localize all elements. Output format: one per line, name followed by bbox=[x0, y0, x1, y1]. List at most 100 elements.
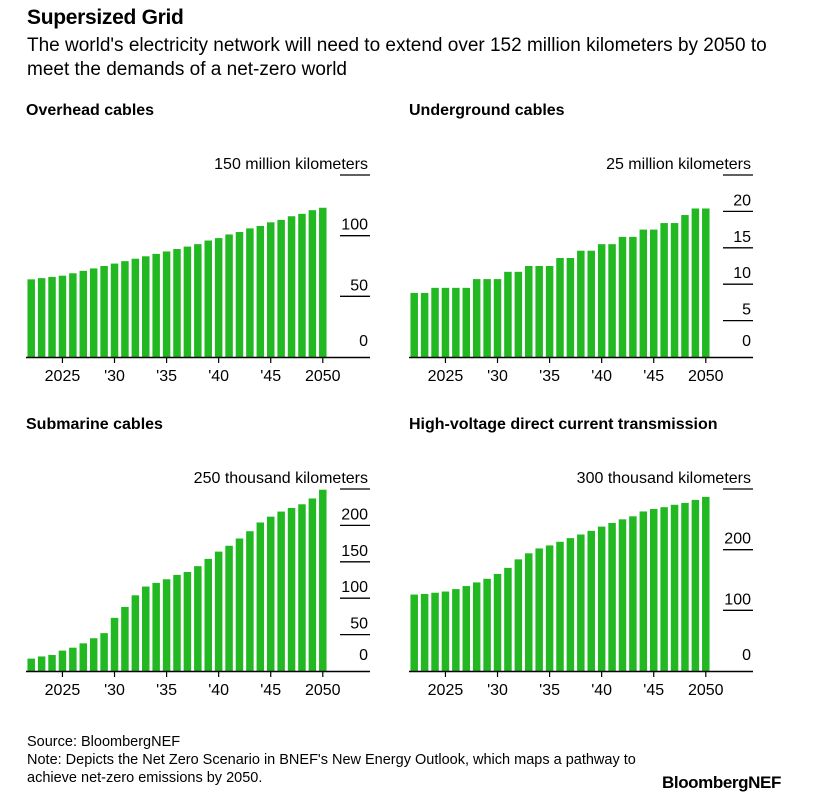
y-tick-label: 150 bbox=[341, 543, 368, 560]
bar bbox=[462, 586, 471, 671]
x-tick-label: '30 bbox=[104, 368, 125, 385]
panel-title: Underground cables bbox=[409, 102, 565, 119]
panel-title: Submarine cables bbox=[26, 416, 163, 433]
y-tick-label: 100 bbox=[341, 217, 368, 234]
bar bbox=[319, 489, 327, 671]
bar bbox=[649, 509, 658, 671]
bar bbox=[256, 522, 265, 671]
methodology-note: Note: Depicts the Net Zero Scenario in B… bbox=[27, 752, 636, 786]
x-tick-label: 2025 bbox=[428, 368, 464, 385]
bar bbox=[235, 232, 244, 357]
panel-hvdc-transmission: High-voltage direct current transmission… bbox=[409, 414, 769, 714]
y-tick-label: 200 bbox=[724, 531, 751, 548]
x-tick-label: 2050 bbox=[688, 682, 724, 699]
y-tick-label: 100 bbox=[341, 579, 368, 596]
bar bbox=[545, 266, 554, 357]
bar bbox=[649, 229, 658, 357]
bar bbox=[452, 287, 460, 357]
bar bbox=[204, 558, 212, 671]
y-tick-label: 0 bbox=[359, 333, 368, 350]
bar bbox=[256, 225, 265, 357]
bar bbox=[660, 507, 668, 671]
bar bbox=[235, 538, 244, 671]
bar bbox=[246, 228, 254, 357]
bar bbox=[287, 507, 296, 671]
x-tick-label: '45 bbox=[260, 682, 281, 699]
unit-label: 150 million kilometers bbox=[214, 156, 368, 173]
panel-submarine-cables: Submarine cables 0 50 100 150 200 250 thousand… bbox=[26, 414, 386, 714]
bar bbox=[152, 253, 160, 357]
bar bbox=[639, 511, 648, 671]
bar bbox=[89, 268, 98, 357]
bar bbox=[173, 574, 181, 671]
bar bbox=[100, 633, 108, 671]
bar bbox=[472, 279, 481, 357]
y-tick-label: 5 bbox=[742, 302, 751, 319]
bar bbox=[287, 216, 296, 357]
bar bbox=[702, 208, 710, 357]
x-tick-label: '40 bbox=[208, 682, 229, 699]
bar bbox=[214, 551, 223, 671]
overhead-cables-chart: Overhead cables 0 50 100 150 million kilomet… bbox=[26, 102, 370, 385]
bar bbox=[37, 278, 46, 357]
bar bbox=[204, 240, 212, 357]
bar bbox=[183, 246, 192, 357]
bar bbox=[308, 498, 317, 671]
y-tick-label: 20 bbox=[733, 192, 751, 209]
bar bbox=[597, 244, 606, 357]
bar bbox=[462, 287, 471, 357]
bar bbox=[597, 526, 606, 671]
bar bbox=[225, 545, 233, 671]
bar bbox=[266, 516, 275, 671]
bar bbox=[670, 504, 679, 671]
bar bbox=[183, 571, 192, 671]
x-tick-label: 2025 bbox=[45, 368, 81, 385]
x-tick-label: 2025 bbox=[45, 682, 81, 699]
bar bbox=[618, 236, 627, 357]
bar bbox=[535, 548, 543, 671]
bar bbox=[452, 589, 460, 671]
bar bbox=[173, 249, 181, 357]
bar bbox=[131, 595, 140, 671]
bar bbox=[472, 582, 481, 671]
bar bbox=[629, 236, 637, 357]
bar bbox=[514, 559, 523, 671]
bar bbox=[410, 292, 418, 357]
bar bbox=[121, 261, 129, 357]
x-tick-label: 2050 bbox=[305, 682, 341, 699]
bar bbox=[142, 586, 150, 671]
bar bbox=[493, 279, 502, 357]
bar bbox=[152, 582, 160, 671]
bar bbox=[420, 292, 429, 357]
bar bbox=[618, 519, 627, 671]
bar bbox=[587, 530, 595, 671]
bar bbox=[556, 541, 564, 671]
bar bbox=[225, 234, 233, 357]
hvdc-transmission-chart: High-voltage direct current transmission… bbox=[409, 416, 753, 699]
bar bbox=[89, 638, 98, 671]
bar bbox=[431, 287, 439, 357]
bar bbox=[110, 617, 119, 671]
unit-label: 25 million kilometers bbox=[606, 156, 751, 173]
panel-title: Overhead cables bbox=[26, 102, 154, 119]
bar bbox=[483, 279, 491, 357]
bar bbox=[639, 229, 648, 357]
submarine-cables-chart: Submarine cables 0 50 100 150 200 250 thousand… bbox=[26, 416, 370, 699]
bar bbox=[681, 215, 689, 357]
bar bbox=[69, 273, 77, 357]
bar bbox=[483, 578, 491, 671]
y-tick-label: 50 bbox=[350, 616, 368, 633]
x-tick-label: '45 bbox=[260, 368, 281, 385]
y-tick-label: 0 bbox=[742, 647, 751, 664]
y-tick-label: 200 bbox=[341, 506, 368, 523]
bar bbox=[110, 263, 119, 357]
x-tick-label: '30 bbox=[487, 368, 508, 385]
bar bbox=[142, 256, 150, 357]
bar bbox=[410, 594, 418, 671]
bar bbox=[587, 250, 595, 357]
bar bbox=[58, 650, 67, 671]
bar bbox=[681, 502, 689, 671]
bar bbox=[566, 257, 575, 357]
underground-cables-chart: Underground cables 0 5 10 15 20 25 million kil… bbox=[409, 102, 753, 385]
bar bbox=[79, 643, 88, 671]
